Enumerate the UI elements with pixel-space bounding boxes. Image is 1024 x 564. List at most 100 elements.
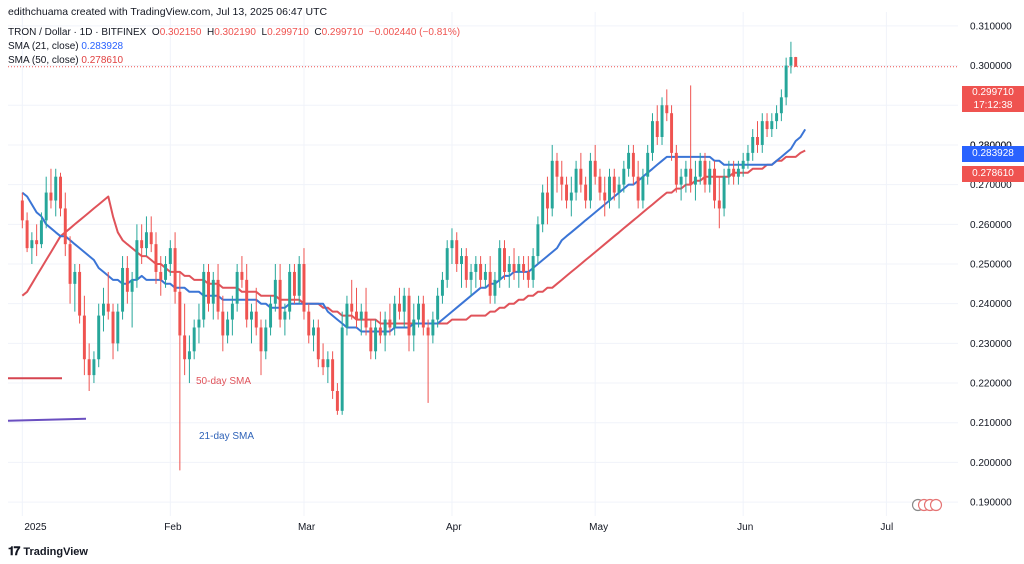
candle-body xyxy=(240,271,244,280)
axis-layer: 0.190000 0.200000 0.210000 0.220000 0.230000… xyxy=(24,21,1012,533)
candle-body xyxy=(245,279,249,320)
candle-body xyxy=(679,176,683,185)
candle-body xyxy=(579,168,583,185)
candle-body xyxy=(302,264,306,312)
candle-body xyxy=(20,200,24,221)
open-label: O xyxy=(151,27,160,38)
tradingview-brand[interactable]: 𝟏𝟕 TradingView xyxy=(8,544,88,559)
candle-body xyxy=(388,319,392,328)
y-tick-label: 0.190000 xyxy=(970,498,1012,509)
candle-body xyxy=(713,168,717,201)
candle-body xyxy=(116,311,120,344)
sma21-line xyxy=(21,128,807,333)
sma21-legend-label: SMA (21, close) xyxy=(8,41,79,52)
candle-body xyxy=(746,152,750,161)
candle-body xyxy=(149,232,153,245)
candle-body xyxy=(603,192,607,201)
candle-body xyxy=(622,168,626,185)
candle-body xyxy=(479,264,483,280)
candle-body xyxy=(92,359,96,376)
candle-body xyxy=(49,192,53,201)
candle-body xyxy=(493,279,497,296)
grid-layer xyxy=(8,12,958,516)
candle-body xyxy=(197,319,201,328)
low-label: L xyxy=(261,27,268,38)
candle-body xyxy=(321,359,325,368)
candle-body xyxy=(30,240,34,249)
candle-body xyxy=(421,303,425,328)
candle-body xyxy=(183,335,187,360)
candle-body xyxy=(560,176,564,185)
candle-body xyxy=(598,176,602,193)
candle-body xyxy=(455,240,459,264)
sma21-price-tag: 0.283928 xyxy=(962,146,1024,162)
x-tick-label: Feb xyxy=(164,522,182,533)
candle-body xyxy=(402,295,406,312)
candle-body xyxy=(779,97,783,114)
candle-body xyxy=(278,279,282,320)
high-value: 0.302190 xyxy=(214,27,256,38)
candle-body xyxy=(412,319,416,336)
candle-body xyxy=(660,105,664,138)
sma21-legend[interactable]: SMA (21, close) 0.283928 xyxy=(8,41,123,52)
candle-body xyxy=(531,256,535,280)
candle-body xyxy=(273,279,277,304)
candle-body xyxy=(555,160,559,177)
candle-body xyxy=(106,303,110,312)
candle-body xyxy=(474,264,478,272)
candle-body xyxy=(708,168,712,185)
candle-body xyxy=(517,264,521,272)
x-tick-label: May xyxy=(589,522,608,533)
candle-body xyxy=(646,152,650,177)
candle-body xyxy=(550,160,554,209)
candle-body xyxy=(326,359,330,368)
candle-body xyxy=(588,160,592,201)
candle-body xyxy=(727,168,731,177)
symbol-legend[interactable]: TRON / Dollar · 1D · BITFINEX O0.302150 … xyxy=(8,27,460,38)
x-tick-label: 2025 xyxy=(24,522,47,533)
candle-body xyxy=(235,271,239,304)
candle-body xyxy=(288,271,292,312)
candle-body xyxy=(221,311,225,336)
candle-body xyxy=(178,291,182,336)
y-tick-label: 0.270000 xyxy=(970,180,1012,191)
candle-body xyxy=(436,295,440,320)
candle-body xyxy=(617,184,621,193)
candle-body xyxy=(736,168,740,177)
candle-body xyxy=(741,160,745,169)
sma21-legend-stub xyxy=(7,417,87,422)
candle-body xyxy=(431,319,435,336)
candle-body xyxy=(44,192,48,221)
candle-body xyxy=(722,176,726,209)
candle-body xyxy=(159,271,163,280)
candle-body xyxy=(488,271,492,296)
candle-body xyxy=(345,303,349,328)
candle-body xyxy=(68,244,72,284)
candle-body xyxy=(641,176,645,201)
y-tick-label: 0.260000 xyxy=(970,220,1012,231)
candle-body xyxy=(207,271,210,304)
low-value: 0.299710 xyxy=(267,27,309,38)
candle-body xyxy=(101,303,105,316)
sma21-annotation: 21-day SMA xyxy=(199,431,255,442)
candle-body xyxy=(378,327,382,336)
y-tick-label: 0.210000 xyxy=(970,418,1012,429)
candle-body xyxy=(674,152,678,185)
candle-body xyxy=(760,121,764,145)
y-tick-label: 0.200000 xyxy=(970,458,1012,469)
sma50-line xyxy=(21,149,806,325)
candle-body xyxy=(732,168,736,177)
candle-layer xyxy=(20,41,798,471)
candle-body xyxy=(460,256,463,264)
candle-body xyxy=(154,244,158,272)
candle-body xyxy=(25,220,29,249)
candle-body xyxy=(292,271,296,296)
sma50-legend[interactable]: SMA (50, close) 0.278610 xyxy=(8,55,123,66)
brand-label: TradingView xyxy=(23,545,88,558)
candle-body xyxy=(140,240,144,249)
candle-body xyxy=(698,160,702,177)
candle-body xyxy=(383,319,387,336)
candle-body xyxy=(574,168,578,193)
candle-body xyxy=(503,248,506,272)
